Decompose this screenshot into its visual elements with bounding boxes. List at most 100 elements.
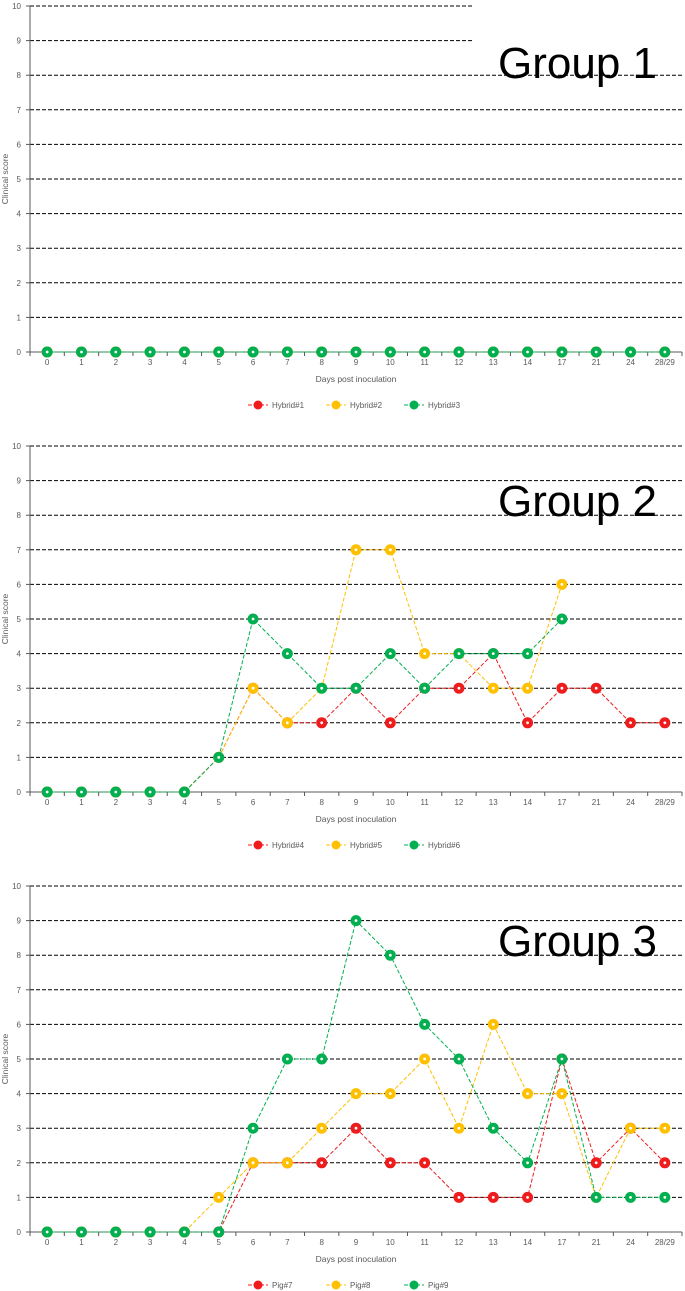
data-point <box>110 786 122 798</box>
data-point <box>144 786 156 798</box>
data-point <box>625 1191 637 1203</box>
data-point <box>522 717 534 729</box>
x-tick-label: 13 <box>489 798 498 807</box>
data-point-highlight <box>491 1196 495 1199</box>
data-point-highlight <box>560 1057 564 1061</box>
legend-label: Pig#9 <box>428 1281 449 1290</box>
data-point-highlight <box>526 1161 529 1165</box>
legend-marker <box>253 1280 263 1290</box>
data-point <box>213 751 225 763</box>
y-axis-label: Clinical score <box>0 153 10 204</box>
data-point-highlight <box>663 1161 667 1165</box>
x-tick-label: 4 <box>182 358 187 367</box>
y-tick-label: 1 <box>17 313 22 322</box>
data-point-highlight <box>285 1161 289 1165</box>
x-tick-label: 11 <box>420 798 429 807</box>
data-point <box>247 613 259 625</box>
x-tick-label: 21 <box>592 358 601 367</box>
data-point-highlight <box>594 686 598 690</box>
data-point <box>453 1122 465 1134</box>
legend: Pig#7 Pig#8 Pig#9 <box>248 1280 449 1290</box>
y-tick-label: 7 <box>17 986 22 995</box>
data-point <box>316 1157 328 1169</box>
data-point <box>384 949 396 961</box>
data-point-highlight <box>285 721 289 725</box>
data-point-highlight <box>526 1196 529 1199</box>
data-point <box>522 1157 534 1169</box>
data-point-highlight <box>251 617 255 621</box>
data-point-highlight <box>526 721 529 725</box>
data-point <box>247 346 259 358</box>
data-point-highlight <box>80 1230 83 1234</box>
x-tick-label: 24 <box>626 358 635 367</box>
series-line-Pig#7 <box>47 1057 666 1233</box>
series-line-Pig#9 <box>47 919 665 1233</box>
data-point-highlight <box>560 350 564 354</box>
data-point <box>41 786 53 798</box>
legend-marker <box>409 400 419 410</box>
data-point-highlight <box>526 652 529 655</box>
x-tick-label: 17 <box>557 358 566 367</box>
data-point-highlight <box>629 1126 632 1130</box>
data-point-highlight <box>45 350 49 354</box>
data-point-highlight <box>457 686 461 690</box>
x-tick-label: 28/29 <box>655 1238 676 1247</box>
legend-marker <box>331 1280 341 1290</box>
data-point <box>384 1157 396 1169</box>
data-point-highlight <box>423 1057 427 1061</box>
data-point-highlight <box>663 1126 667 1130</box>
data-point-highlight <box>80 790 83 794</box>
data-point <box>316 717 328 729</box>
data-point-highlight <box>80 350 83 354</box>
data-point-highlight <box>491 1023 495 1026</box>
y-tick-label: 4 <box>17 210 22 219</box>
legend-marker <box>253 400 263 410</box>
data-point-highlight <box>251 1126 255 1130</box>
x-tick-label: 9 <box>354 1238 359 1247</box>
y-tick-label: 2 <box>17 1159 22 1168</box>
data-point <box>384 346 396 358</box>
x-tick-label: 6 <box>251 358 256 367</box>
data-point <box>487 346 499 358</box>
chart-title: Group 1 <box>498 39 657 88</box>
data-point-highlight <box>320 721 324 725</box>
x-tick-label: 12 <box>454 358 463 367</box>
data-point-highlight <box>217 350 221 354</box>
data-point-highlight <box>491 1126 495 1130</box>
y-tick-label: 5 <box>17 1055 22 1064</box>
data-point <box>659 1191 671 1203</box>
data-point-highlight <box>285 652 289 655</box>
legend-label: Pig#7 <box>272 1281 293 1290</box>
data-point <box>487 1191 499 1203</box>
x-tick-label: 2 <box>114 798 119 807</box>
legend-item: Hybrid#5 <box>326 840 383 850</box>
x-tick-label: 8 <box>319 358 324 367</box>
data-point <box>350 346 362 358</box>
y-tick-label: 8 <box>17 71 22 80</box>
x-tick-label: 28/29 <box>655 358 676 367</box>
data-point <box>75 346 87 358</box>
data-point <box>247 1157 259 1169</box>
data-point-highlight <box>148 790 152 794</box>
x-tick-label: 10 <box>386 358 395 367</box>
y-tick-label: 3 <box>17 244 22 253</box>
x-tick-label: 21 <box>592 798 601 807</box>
data-point <box>419 648 431 660</box>
x-tick-label: 28/29 <box>655 798 676 807</box>
data-point-highlight <box>354 686 358 690</box>
y-tick-label: 6 <box>17 580 22 589</box>
data-point <box>659 346 671 358</box>
data-point <box>522 648 534 660</box>
data-point <box>144 1226 156 1238</box>
data-point-highlight <box>629 350 632 354</box>
data-point <box>281 648 293 660</box>
x-tick-label: 1 <box>79 358 84 367</box>
data-point <box>522 346 534 358</box>
y-axis-label: Clinical score <box>0 593 10 644</box>
x-tick-label: 7 <box>285 798 290 807</box>
data-point <box>590 1191 602 1203</box>
y-tick-label: 6 <box>17 1020 22 1029</box>
legend-marker <box>331 840 341 850</box>
data-point-highlight <box>526 1092 529 1095</box>
data-point <box>419 1157 431 1169</box>
